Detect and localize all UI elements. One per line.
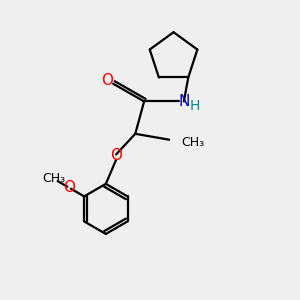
Text: O: O — [101, 73, 113, 88]
Text: N: N — [178, 94, 190, 109]
Text: CH₃: CH₃ — [43, 172, 66, 184]
Text: O: O — [63, 180, 75, 195]
Text: CH₃: CH₃ — [182, 136, 205, 148]
Text: H: H — [190, 99, 200, 113]
Text: O: O — [110, 148, 122, 164]
